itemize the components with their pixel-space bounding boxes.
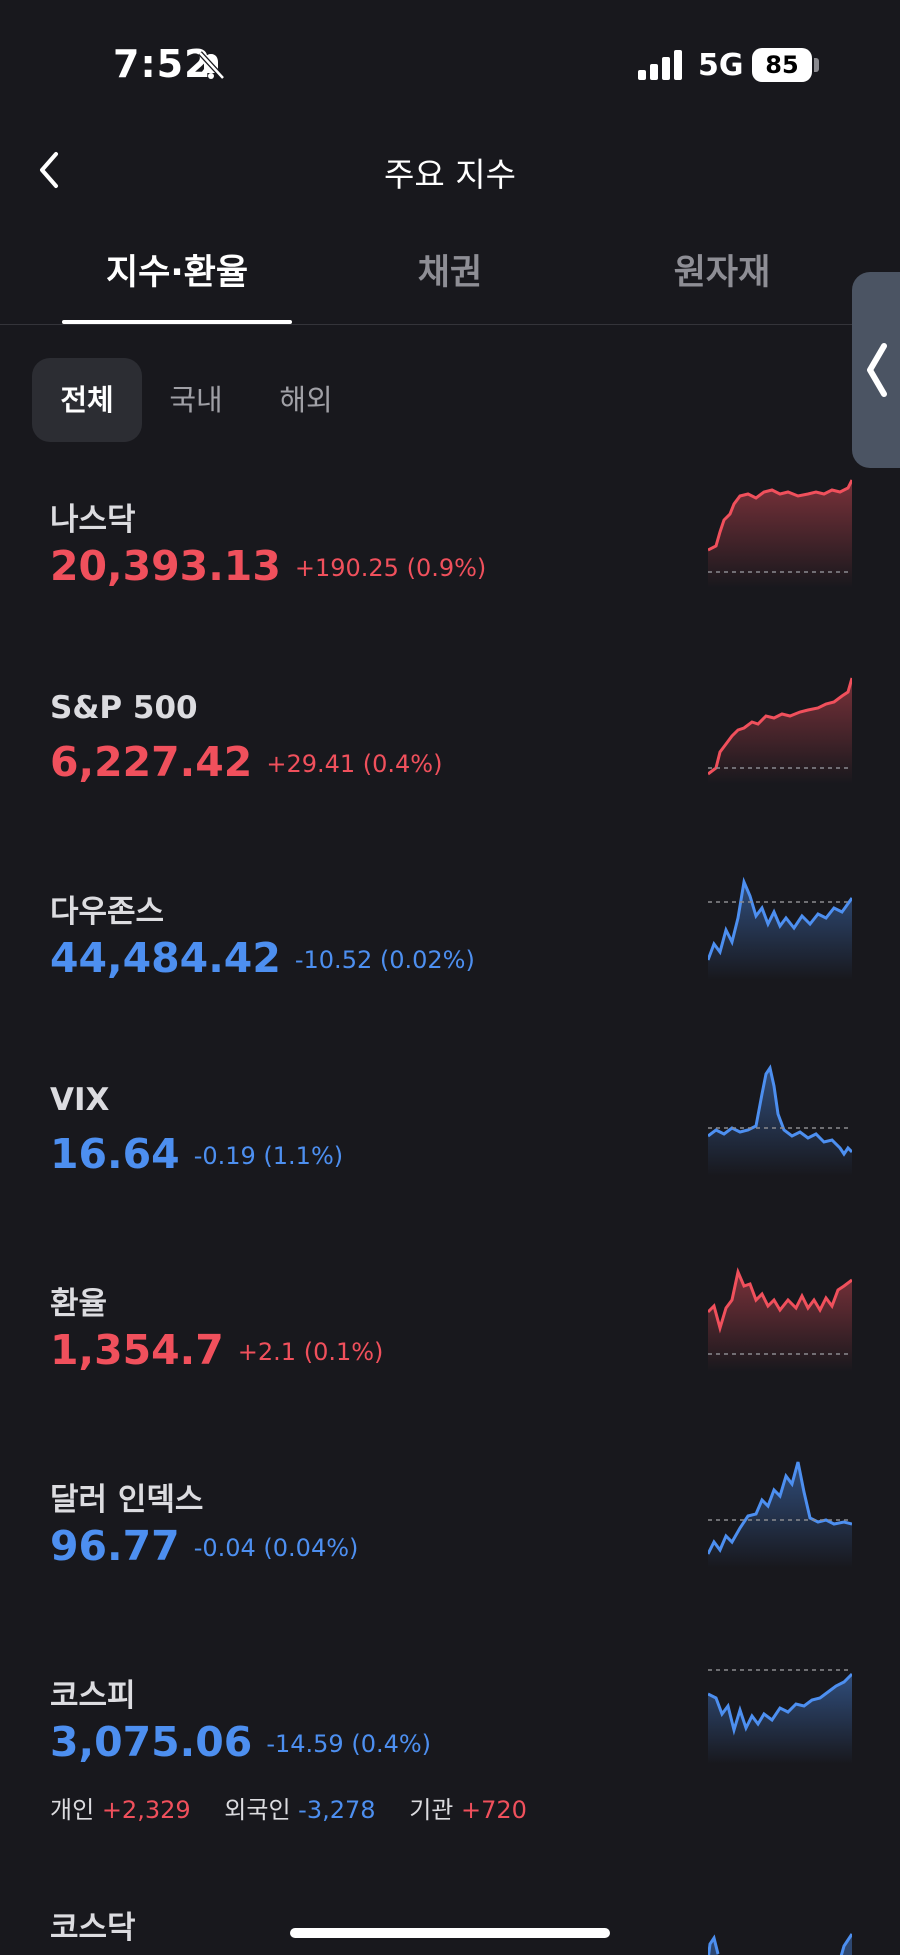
index-value: 96.77 -0.04 (0.04%) (50, 1522, 358, 1570)
index-name: 나스닥 (50, 502, 136, 538)
index-price: 44,484.42 (50, 934, 281, 982)
signal-icon (638, 50, 682, 80)
sparkline-chart (708, 1267, 852, 1372)
index-change: -10.52 (0.02%) (294, 946, 475, 974)
investor-flows: 개인 +2,329 외국인 -3,278 기관 +720 (50, 1790, 553, 1825)
index-price: 96.77 (50, 1522, 180, 1570)
index-value: 3,075.06 -14.59 (0.4%) (50, 1718, 431, 1766)
chip-all[interactable]: 전체 (32, 358, 142, 442)
index-price: 3,075.06 (50, 1718, 253, 1766)
active-tab-indicator (62, 320, 292, 324)
tab-bonds[interactable]: 채권 (417, 253, 483, 293)
index-value: 44,484.42 -10.52 (0.02%) (50, 934, 475, 982)
sparkline-chart (708, 876, 852, 980)
index-name: 환율 (50, 1286, 108, 1322)
sparkline-chart (708, 1669, 852, 1764)
index-change: -0.04 (0.04%) (193, 1534, 359, 1562)
bell-mute-icon (198, 51, 225, 80)
back-chevron-icon[interactable] (30, 150, 70, 190)
index-change: +29.41 (0.4%) (266, 750, 443, 778)
index-row-sp500[interactable]: S&P 500 6,227.42 +29.41 (0.4%) (0, 677, 900, 886)
index-row-kospi[interactable]: 코스피 3,075.06 -14.59 (0.4%) 개인 +2,329 외국인 … (0, 1669, 900, 1890)
battery-indicator: 85 (752, 48, 812, 82)
chip-overseas[interactable]: 해외 (279, 383, 333, 417)
investor-individual: 개인 +2,329 (50, 1796, 191, 1824)
battery-nub (814, 58, 819, 72)
network-type: 5G (698, 48, 744, 83)
index-name: 코스닥 (50, 1910, 136, 1946)
index-name: 다우존스 (50, 894, 165, 930)
chip-domestic[interactable]: 국내 (169, 383, 223, 417)
index-row-nasdaq[interactable]: 나스닥 20,393.13 +190.25 (0.9%) (0, 479, 900, 690)
index-price: 1,354.7 (50, 1326, 224, 1374)
nav-bar: 주요 지수 (0, 130, 900, 210)
sparkline-chart (708, 1461, 852, 1568)
index-price: 16.64 (50, 1130, 180, 1178)
index-row-dowjones[interactable]: 다우존스 44,484.42 -10.52 (0.02%) (0, 876, 900, 1082)
index-change: +190.25 (0.9%) (294, 554, 487, 582)
index-row-exchange-rate[interactable]: 환율 1,354.7 +2.1 (0.1%) (0, 1267, 900, 1474)
index-price: 20,393.13 (50, 542, 281, 590)
page-title: 주요 지수 (384, 155, 516, 194)
status-time: 7:52 (113, 42, 212, 86)
category-tabs: 지수·환율 채권 원자재 (0, 230, 900, 325)
status-bar: 7:52 5G 85 (0, 0, 900, 130)
index-change: -14.59 (0.4%) (266, 1730, 432, 1758)
sparkline-chart (708, 677, 852, 784)
sparkline-chart (708, 1064, 852, 1176)
side-panel-handle[interactable] (852, 272, 900, 468)
investor-institution: 기관 +720 (409, 1796, 527, 1824)
index-name: 달러 인덱스 (50, 1482, 204, 1518)
index-name: 코스피 (50, 1678, 136, 1714)
index-row-kosdaq[interactable]: 코스닥 (0, 1902, 900, 1955)
sparkline-chart (708, 479, 852, 588)
chevron-left-icon (867, 343, 887, 397)
index-price: 6,227.42 (50, 738, 253, 786)
index-name: S&P 500 (50, 690, 198, 726)
index-value: 16.64 -0.19 (1.1%) (50, 1130, 343, 1178)
tab-commodities[interactable]: 원자재 (673, 253, 771, 293)
index-change: -0.19 (1.1%) (193, 1142, 344, 1170)
index-name: VIX (50, 1082, 110, 1118)
index-value: 20,393.13 +190.25 (0.9%) (50, 542, 486, 590)
index-value: 1,354.7 +2.1 (0.1%) (50, 1326, 383, 1374)
index-row-vix[interactable]: VIX 16.64 -0.19 (1.1%) (0, 1064, 900, 1278)
tab-index-fx[interactable]: 지수·환율 (105, 253, 249, 293)
sparkline-chart (708, 1933, 852, 1955)
index-value: 6,227.42 +29.41 (0.4%) (50, 738, 442, 786)
index-row-dollar-index[interactable]: 달러 인덱스 96.77 -0.04 (0.04%) (0, 1461, 900, 1670)
index-change: +2.1 (0.1%) (237, 1338, 384, 1366)
home-indicator[interactable] (290, 1928, 610, 1938)
investor-foreign: 외국인 -3,278 (224, 1796, 376, 1824)
